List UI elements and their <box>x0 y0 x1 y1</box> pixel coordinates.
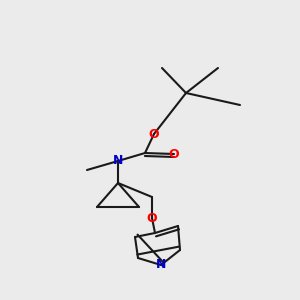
Text: N: N <box>156 259 166 272</box>
Text: N: N <box>113 154 123 167</box>
Text: O: O <box>149 128 159 140</box>
Text: O: O <box>147 212 157 224</box>
Text: O: O <box>169 148 179 160</box>
